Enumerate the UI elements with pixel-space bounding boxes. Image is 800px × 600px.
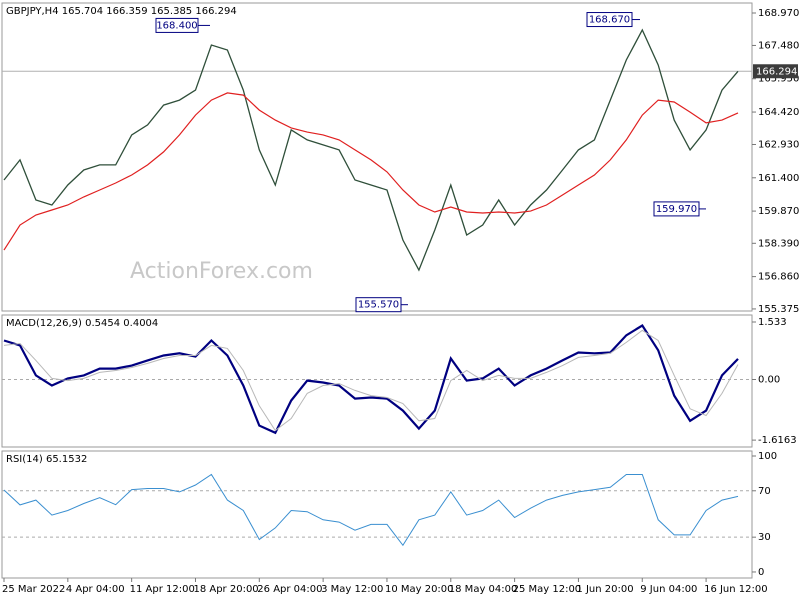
y-tick-label: 30 xyxy=(758,532,771,543)
annotation-label: 155.570 xyxy=(358,300,399,311)
y-tick-label: 100 xyxy=(758,451,777,462)
y-tick-label: 164.420 xyxy=(758,107,799,118)
y-tick-label: 0.00 xyxy=(758,375,780,386)
x-tick-label: 9 Jun 04:00 xyxy=(640,584,697,595)
panel-title: MACD(12,26,9) 0.5454 0.4004 xyxy=(6,318,158,329)
y-tick-label: 0 xyxy=(758,567,764,578)
panel-frame xyxy=(1,314,753,448)
series-line xyxy=(3,473,739,547)
y-tick-label: 165.950 xyxy=(758,74,799,85)
y-tick-label: 155.375 xyxy=(758,304,799,315)
annotation-box xyxy=(586,12,633,28)
y-tick-label: 168.970 xyxy=(758,8,799,19)
x-tick-label: 26 Apr 04:00 xyxy=(257,584,322,595)
x-tick-label: 1 Jun 20:00 xyxy=(576,584,633,595)
annotation-box xyxy=(355,297,402,313)
series-line xyxy=(3,329,739,432)
annotation-label: 159.970 xyxy=(656,204,697,215)
y-tick-label: 162.930 xyxy=(758,139,799,150)
y-tick-label: 167.480 xyxy=(758,40,799,51)
x-tick-label: 18 May 04:00 xyxy=(449,584,518,595)
y-tick-label: 70 xyxy=(758,486,771,497)
y-tick-label: -1.6163 xyxy=(758,435,797,446)
x-tick-label: 18 Apr 20:00 xyxy=(193,584,258,595)
bid-box xyxy=(753,64,798,79)
y-tick-label: 1.533 xyxy=(758,317,787,328)
x-tick-label: 25 Mar 2022 xyxy=(2,584,65,595)
series-line xyxy=(3,323,739,435)
panel-frame xyxy=(1,2,753,312)
y-tick-label: 158.390 xyxy=(758,238,799,249)
x-tick-label: 11 Apr 12:00 xyxy=(130,584,195,595)
panel-frame xyxy=(1,450,753,579)
bid-label: 166.294 xyxy=(756,66,797,77)
x-tick-label: 16 Jun 12:00 xyxy=(704,584,768,595)
watermark: ActionForex.com xyxy=(130,259,313,284)
x-tick-label: 10 May 20:00 xyxy=(385,584,454,595)
annotation-box xyxy=(155,17,199,33)
x-tick-label: 4 Apr 04:00 xyxy=(66,584,125,595)
panel-title: GBPJPY,H4 165.704 166.359 165.385 166.29… xyxy=(6,6,237,17)
y-tick-label: 156.860 xyxy=(758,272,799,283)
series-line xyxy=(3,28,739,272)
x-tick-label: 3 May 12:00 xyxy=(321,584,383,595)
annotation-label: 168.670 xyxy=(589,15,630,26)
panel-title: RSI(14) 65.1532 xyxy=(6,454,87,465)
y-tick-label: 159.870 xyxy=(758,206,799,217)
x-tick-label: 25 May 12:00 xyxy=(513,584,582,595)
y-tick-label: 161.400 xyxy=(758,173,799,184)
annotation-label: 168.400 xyxy=(156,20,197,31)
annotation-box xyxy=(653,201,700,217)
series-line xyxy=(3,92,739,251)
